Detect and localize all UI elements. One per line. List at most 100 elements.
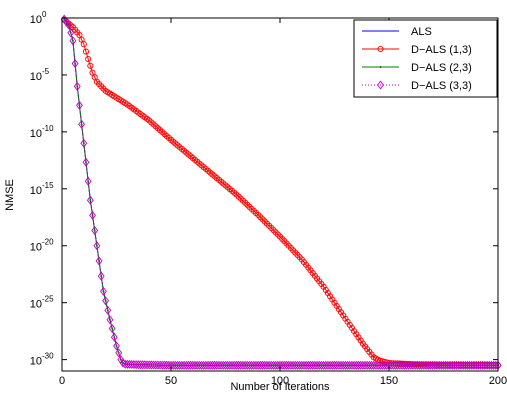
series-d-als-1-3-circle-marker: [87, 62, 94, 69]
y-tick-label: 10 -15: [30, 181, 54, 197]
legend-label: D−ALS (3,3): [411, 80, 472, 92]
series-d-als-2-3-dot-marker: [74, 62, 77, 65]
y-tick-label-base: 10: [30, 242, 42, 254]
series-d-als-3-3-diamond-marker: [65, 20, 72, 30]
y-tick-label-base: 10: [30, 356, 42, 368]
series-d-als-3-3: [60, 14, 502, 370]
series-d-als-3-3-diamond-marker: [130, 359, 138, 370]
x-axis-ticks: 0 50 100 150 200: [59, 18, 507, 387]
series-d-als-3-3-diamond-marker: [69, 36, 77, 46]
legend-label: D−ALS (2,3): [411, 62, 472, 74]
y-tick-label-exponent: -5: [42, 67, 50, 76]
series-d-als-3-3-diamond-marker: [126, 359, 133, 369]
y-tick-label: 10 -5: [30, 67, 50, 83]
y-tick-label-exponent: -30: [42, 352, 54, 361]
series-d-als-3-3-diamond-marker: [134, 360, 142, 370]
series-d-als-3-3-diamond-marker: [76, 100, 83, 110]
series-d-als-3-3-diamond-marker: [143, 360, 151, 370]
series-d-als-2-3-dot-marker: [113, 336, 116, 339]
x-axis-label: Number of iterations: [230, 381, 330, 393]
series-d-als-3-3-diamond-marker: [158, 360, 166, 370]
series-d-als-3-3-diamond-marker: [84, 176, 92, 186]
series-d-als-2-3-dot-marker: [84, 161, 87, 164]
series-d-als-2-3-dot-marker: [95, 244, 98, 247]
legend-dot-marker: [379, 66, 382, 68]
y-tick-label-base: 10: [30, 71, 42, 83]
series-d-als-3-3-diamond-marker: [156, 360, 164, 370]
series-d-als-3-3-diamond-marker: [91, 226, 99, 236]
y-tick-label-base: 10: [30, 14, 42, 26]
series-d-als-2-3-dot-marker: [98, 259, 101, 262]
series-d-als-3-3-diamond-marker: [163, 360, 171, 370]
series-d-als-3-3-diamond-marker: [147, 360, 155, 370]
series-layer: [60, 14, 502, 370]
y-tick-label: 10 -10: [30, 124, 54, 140]
legend: ALS D−ALS (1,3) D−ALS (2,3) D−ALS (3,3): [353, 19, 498, 98]
series-d-als-1-3-circle-marker: [80, 41, 87, 48]
series-d-als-2-3-dot-marker: [93, 229, 96, 232]
y-tick-label-base: 10: [30, 128, 42, 140]
series-d-als-3-3-diamond-marker: [128, 359, 136, 370]
legend-entry-2: D−ALS (1,3): [362, 44, 472, 56]
y-tick-label-exponent: -15: [42, 181, 54, 190]
y-tick-label-exponent: -10: [42, 124, 54, 133]
series-d-als-3-3-diamond-marker: [82, 157, 90, 167]
series-d-als-3-3-diamond-marker: [132, 360, 140, 370]
x-tick-label: 50: [165, 375, 177, 387]
series-d-als-3-3-diamond-marker: [89, 210, 96, 220]
series-d-als-3-3-diamond-marker: [97, 271, 105, 281]
legend-entry-4: D−ALS (3,3): [362, 80, 472, 92]
x-tick-label: 0: [59, 375, 65, 387]
series-d-als-2-3-dot-marker: [119, 358, 122, 361]
series-d-als-3-3-diamond-marker: [95, 256, 103, 266]
series-d-als-3-3-diamond-marker: [86, 195, 94, 205]
series-d-als-1-3-circle-marker: [85, 55, 92, 63]
series-d-als-3-3-diamond-marker: [150, 360, 157, 370]
legend-entry-1: ALS: [362, 26, 432, 38]
series-d-als-3-3-diamond-marker: [104, 305, 112, 315]
y-tick-label: 10 0: [30, 10, 47, 26]
series-d-als-2-3-dot-marker: [111, 327, 114, 330]
series-d-als-3-3-diamond-marker: [145, 360, 153, 370]
series-d-als-3-3-diamond-marker: [93, 241, 101, 251]
x-tick-label: 100: [271, 375, 289, 387]
series-d-als-3-3-diamond-marker: [115, 348, 123, 358]
series-d-als-3-3-diamond-marker: [67, 28, 75, 38]
legend-entry-3: D−ALS (2,3): [362, 62, 472, 74]
series-d-als-2-3-dot-marker: [78, 104, 81, 107]
series-d-als-3-3-diamond-marker: [141, 360, 149, 370]
y-tick-label: 10 -20: [30, 238, 54, 254]
series-d-als-3-3-diamond-marker: [106, 315, 114, 325]
y-axis-label: NMSE: [4, 179, 16, 211]
series-d-als-3-3-diamond-marker: [80, 138, 88, 148]
series-d-als-2-3-dot-marker: [115, 344, 118, 347]
x-tick-label: 200: [489, 375, 507, 387]
legend-circle-marker: [377, 45, 384, 53]
series-d-als-3-3-diamond-marker: [137, 360, 144, 370]
y-tick-label-base: 10: [30, 299, 42, 311]
series-d-als-3-3-diamond-marker: [102, 296, 110, 306]
y-tick-label: 10 -25: [30, 295, 54, 311]
series-d-als-3-3-diamond-marker: [121, 359, 129, 369]
y-tick-label-base: 10: [30, 185, 42, 197]
y-tick-label-exponent: 0: [42, 10, 47, 19]
series-d-als-3-3-diamond-marker: [100, 286, 107, 296]
series-d-als-3-3-diamond-marker: [73, 81, 81, 91]
series-d-als-3-3-diamond-marker: [119, 358, 127, 368]
series-d-als-3-3-diamond-marker: [165, 360, 173, 370]
legend-diamond-marker: [377, 80, 384, 90]
series-d-als-3-3-diamond-marker: [161, 360, 168, 370]
x-tick-label: 150: [380, 375, 398, 387]
y-tick-label: 10 -30: [30, 352, 54, 368]
y-tick-label-exponent: -25: [42, 295, 54, 304]
series-d-als-3-3-diamond-marker: [139, 360, 147, 370]
series-d-als-3-3-diamond-marker: [113, 341, 120, 351]
series-d-als-1-3-circle-marker: [82, 48, 90, 55]
series-d-als-3-3-diamond-marker: [78, 119, 86, 129]
series-d-als-2-3-dot-marker: [108, 318, 111, 321]
series-d-als-3-3-diamond-marker: [152, 360, 160, 370]
series-d-als-3-3-diamond-marker: [154, 360, 162, 370]
legend-label: ALS: [411, 26, 432, 38]
